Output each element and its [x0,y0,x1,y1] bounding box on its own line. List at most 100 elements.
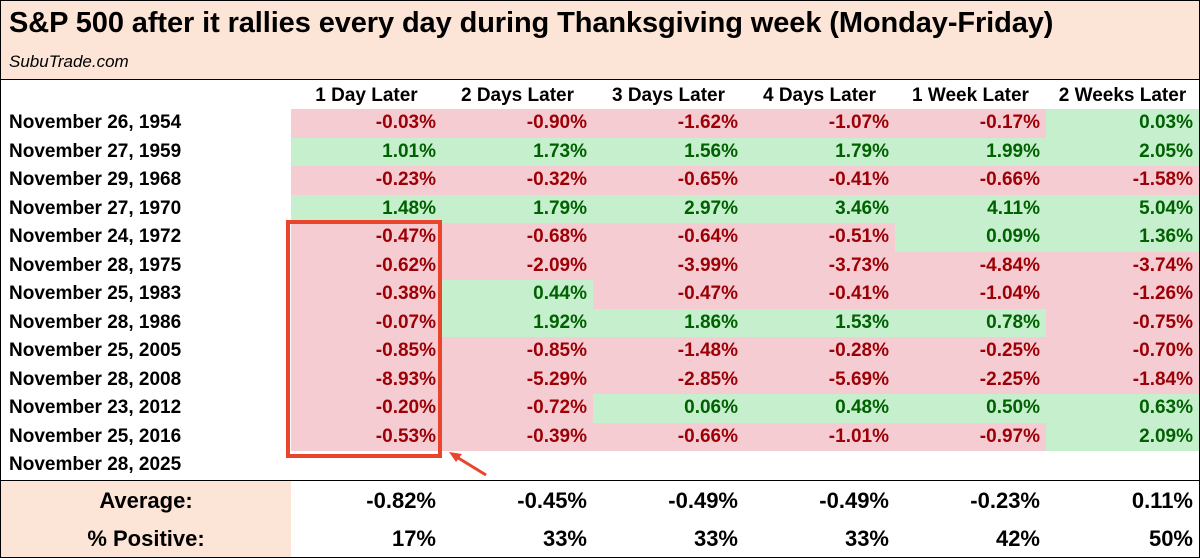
table-title: S&P 500 after it rallies every day durin… [9,7,1054,39]
column-header: 1 Week Later [912,85,1029,106]
table-cell: 1.79% [744,137,895,166]
summary-value: 42% [995,526,1040,551]
row-date: November 27, 1959 [9,140,182,162]
table-row: November 29, 1968 -0.23% -0.32% -0.65% -0.41… [1,166,1199,195]
table-cell: 1.92% [442,308,593,337]
table-cell: 3.46% [744,194,895,223]
table-cell: -1.01% [744,422,895,451]
table-row: November 25, 2016 -0.53% -0.39% -0.66% -1.01… [1,422,1199,451]
table-cell: 4.11% [895,194,1046,223]
summary-value: -0.49% [668,488,738,513]
summary-value: 50% [1148,526,1193,551]
table-row: November 24, 1972 -0.47% -0.68% -0.64% -0.51… [1,223,1199,252]
table-row: November 27, 1970 1.48% 1.79% 2.97% 3.46% 4.1… [1,194,1199,223]
table-cell: -3.73% [744,251,895,280]
table-cell: -3.74% [1046,251,1199,280]
table-cell: -1.58% [1046,166,1199,195]
table-cell: 1.79% [442,194,593,223]
table-cell: -0.66% [593,422,744,451]
table-cell: 1.86% [593,308,744,337]
table-cell: -0.85% [442,337,593,366]
table-cell: 0.48% [744,394,895,423]
table-cell: 1.36% [1046,223,1199,252]
row-date: November 28, 2025 [9,454,182,475]
table-cell: -0.38% [291,280,442,309]
column-header: 3 Days Later [611,85,725,106]
table-cell: 0.03% [1046,109,1199,138]
table-cell: -0.66% [895,166,1046,195]
table-cell: 0.09% [895,223,1046,252]
table-cell: 0.06% [593,394,744,423]
table-cell: 5.04% [1046,194,1199,223]
table-cell: -2.25% [895,365,1046,394]
column-header: 2 Weeks Later [1058,85,1187,106]
highlight-box [286,220,442,458]
column-header: 2 Days Later [460,85,574,106]
row-date: November 25, 2005 [9,340,182,361]
table-cell: -2.85% [593,365,744,394]
summary-value: 17% [391,526,436,551]
table-row: November 25, 2005 -0.85% -0.85% -1.48% -0.28… [1,337,1199,366]
summary-label-background [1,481,291,557]
table-row: November 26, 1954 -0.03% -0.90% -1.62% -1.07… [1,109,1199,138]
table-cell: -1.26% [1046,280,1199,309]
table-cell: -0.72% [442,394,593,423]
row-date: November 29, 1968 [9,169,182,190]
table-cell: -1.48% [593,337,744,366]
table-cell: -5.69% [744,365,895,394]
row-date: November 25, 2016 [9,425,182,447]
summary-label: % Positive: [87,526,205,551]
table-row: November 28, 2025 [1,451,1199,480]
table-row: November 28, 1986 -0.07% 1.92% 1.86% 1.53% 0.… [1,308,1199,337]
table-cell: -1.04% [895,280,1046,309]
table-row: November 28, 2008 -8.93% -5.29% -2.85% -5.69… [1,365,1199,394]
table-cell: 0.63% [1046,394,1199,423]
table-cell: -0.03% [291,109,442,138]
table-cell: -1.84% [1046,365,1199,394]
table-cell: -0.90% [442,109,593,138]
table-cell: 1.56% [593,137,744,166]
table-cell: -0.65% [593,166,744,195]
table-cell: -5.29% [442,365,593,394]
source-credit: SubuTrade.com [9,52,129,71]
table-cell: -0.53% [291,422,442,451]
table-cell: 2.97% [593,194,744,223]
column-header: 4 Days Later [762,85,876,106]
table-cell: -0.47% [291,223,442,252]
table-row: November 27, 1959 1.01% 1.73% 1.56% 1.79% 1.9… [1,137,1199,166]
row-date: November 25, 1983 [9,283,182,304]
table-cell: -0.41% [744,280,895,309]
row-date: November 28, 2008 [9,368,182,390]
table-cell: -0.64% [593,223,744,252]
table-cell: -0.17% [895,109,1046,138]
table-cell: 1.53% [744,308,895,337]
table-cell: -4.84% [895,251,1046,280]
table-cell: 0.50% [895,394,1046,423]
table-cell: 2.09% [1046,422,1199,451]
table-row: November 23, 2012 -0.20% -0.72% 0.06% 0.48% 0… [1,394,1199,423]
summary-label: Average: [99,488,193,513]
table-cell: -0.28% [744,337,895,366]
table-cell: -0.47% [593,280,744,309]
table-cell: 0.78% [895,308,1046,337]
table-cell: -0.25% [895,337,1046,366]
table-cell: 1.73% [442,137,593,166]
table-cell: -0.07% [291,308,442,337]
table-cell: 1.99% [895,137,1046,166]
table-row: November 25, 1983 -0.38% 0.44% -0.47% -0.41%… [1,280,1199,309]
table-cell: -0.32% [442,166,593,195]
table-cell: -1.07% [744,109,895,138]
table-cell: -3.99% [593,251,744,280]
table-cell: 1.48% [291,194,442,223]
highlight-arrow-icon [449,452,487,477]
table-cell: -2.09% [442,251,593,280]
table-cell: -0.75% [1046,308,1199,337]
row-date: November 26, 1954 [9,112,182,133]
table-cell: -0.85% [291,337,442,366]
table-cell: 1.01% [291,137,442,166]
summary-section: Average: -0.82% -0.45% -0.49% -0.49% -0.23% 0.… [1,480,1199,557]
table-cell: -0.97% [895,422,1046,451]
summary-value: 33% [542,526,587,551]
table-cell: -0.39% [442,422,593,451]
